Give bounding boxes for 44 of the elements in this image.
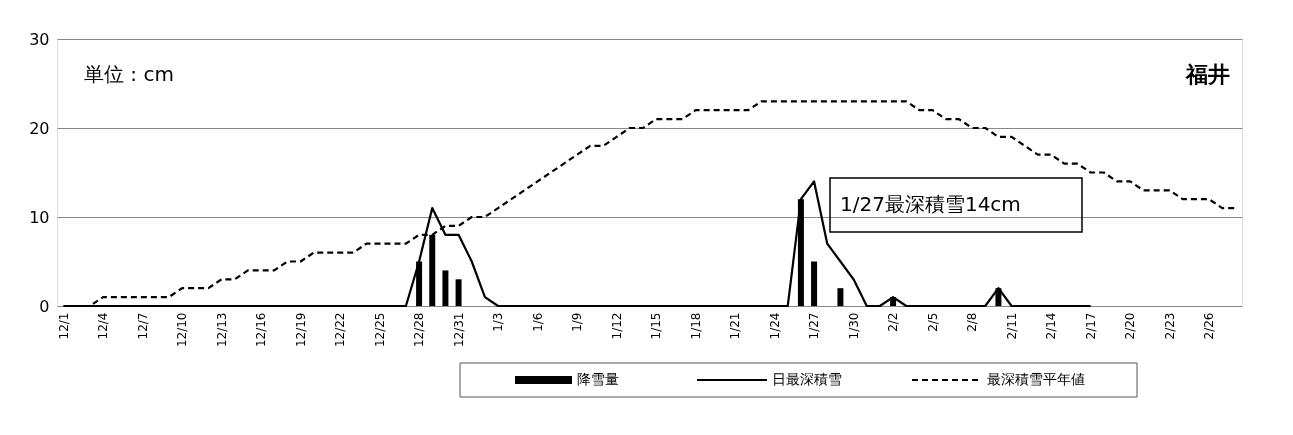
x-tick-label: 1/6 <box>530 312 545 332</box>
y-tick-label: 20 <box>29 118 50 138</box>
x-tick-label: 1/15 <box>649 312 664 340</box>
x-tick-label: 2/26 <box>1202 312 1217 340</box>
x-tick-label: 12/28 <box>412 312 427 348</box>
x-tick-label: 2/17 <box>1083 312 1098 340</box>
x-tick-label: 12/4 <box>96 312 111 340</box>
x-tick-label: 1/12 <box>609 312 624 340</box>
x-tick-label: 2/11 <box>1004 312 1019 340</box>
y-tick-label: 30 <box>29 29 50 49</box>
x-tick-label: 12/16 <box>254 312 269 348</box>
bar <box>837 288 844 306</box>
x-tick-label: 1/18 <box>688 312 703 340</box>
text: 福井 <box>1185 62 1230 87</box>
x-tick-label: 2/20 <box>1123 312 1138 340</box>
legend-label: 降雪量 <box>577 371 619 387</box>
y-tick-label: 10 <box>29 207 50 227</box>
x-tick-label: 1/3 <box>491 312 506 332</box>
x-tick-label: 2/14 <box>1044 312 1059 340</box>
x-tick-label: 2/8 <box>965 312 980 332</box>
x-tick-label: 2/23 <box>1162 312 1177 340</box>
x-tick-label: 1/9 <box>570 312 585 332</box>
x-tick-label: 12/7 <box>135 312 150 340</box>
x-tick-label: 12/22 <box>333 312 348 348</box>
x-tick-label: 2/5 <box>925 312 940 332</box>
x-tick-label: 12/13 <box>214 312 229 348</box>
x-tick-label: 12/19 <box>293 312 308 348</box>
x-tick-label: 1/21 <box>728 312 743 340</box>
bar <box>455 279 462 306</box>
x-tick-label: 12/25 <box>372 312 387 348</box>
x-tick-label: 12/31 <box>451 312 466 348</box>
x-tick-label: 12/10 <box>175 312 190 348</box>
bar <box>442 270 449 306</box>
x-tick-label: 1/30 <box>846 312 861 340</box>
x-tick-label: 2/2 <box>886 312 901 332</box>
y-tick-label: 0 <box>39 296 50 316</box>
legend-label: 日最深積雪 <box>772 371 842 387</box>
x-tick-label: 12/1 <box>56 312 71 340</box>
legend-label: 最深積雪平年値 <box>987 371 1085 387</box>
bar <box>811 261 818 306</box>
x-tick-label: 1/27 <box>807 312 822 340</box>
annotation: 1/27最深積雪14cm <box>840 192 1021 216</box>
x-tick-label: 1/24 <box>767 312 782 340</box>
annotation: 単位 : cm <box>84 62 174 86</box>
